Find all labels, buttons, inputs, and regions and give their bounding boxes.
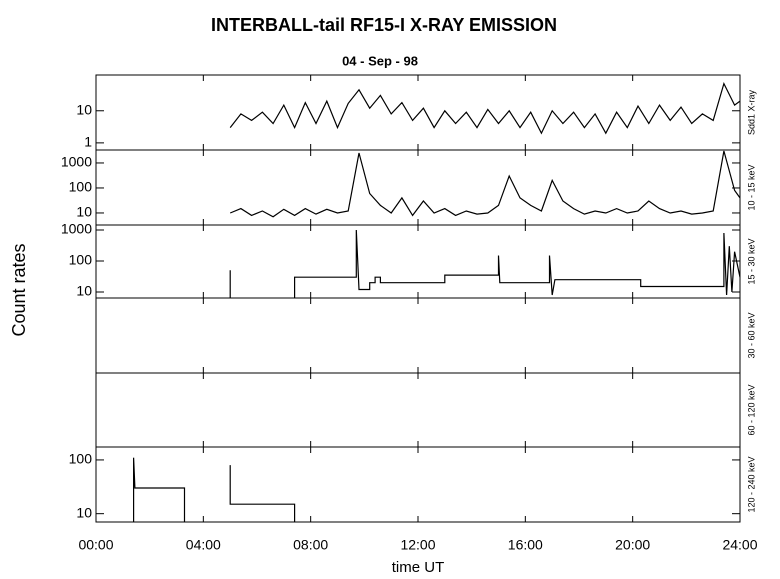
x-axis-label: time UT: [392, 559, 445, 576]
panel-label: 10 - 15 keV: [746, 164, 756, 210]
y-tick-label: 100: [69, 451, 93, 467]
y-tick-label: 10: [76, 101, 92, 117]
y-tick-label: 100: [69, 252, 93, 268]
panel-label: Sdd1 X-ray: [746, 89, 756, 135]
x-tick-label: 24:00: [722, 537, 757, 553]
y-tick-label: 10: [76, 204, 92, 220]
x-tick-label: 04:00: [186, 537, 221, 553]
chart-title: INTERBALL-tail RF15-I X-RAY EMISSION: [211, 15, 557, 35]
y-tick-label: 10: [76, 504, 92, 520]
y-axis-label: Count rates: [9, 243, 29, 336]
y-tick-label: 100: [69, 179, 93, 195]
y-tick-label: 1000: [61, 154, 92, 170]
x-tick-label: 20:00: [615, 537, 650, 553]
data-line: [229, 150, 741, 218]
panel-label: 30 - 60 keV: [746, 312, 756, 358]
y-tick-label: 1000: [61, 221, 92, 237]
panel-label: 15 - 30 keV: [746, 238, 756, 284]
data-line: [229, 81, 741, 135]
chart-subtitle: 04 - Sep - 98: [342, 53, 418, 68]
panel-frame: [95, 297, 741, 374]
x-tick-label: 12:00: [400, 537, 435, 553]
panel-frame: [95, 149, 741, 226]
y-tick-label: 1: [84, 134, 92, 150]
panel-frame: [95, 446, 741, 523]
panel-label: 120 - 240 keV: [746, 456, 756, 512]
panel-frame: [95, 372, 741, 448]
x-tick-label: 08:00: [293, 537, 328, 553]
x-tick-label: 16:00: [508, 537, 543, 553]
panel-frame: [95, 74, 741, 151]
y-tick-label: 10: [76, 283, 92, 299]
data-line: [133, 457, 296, 522]
x-tick-label: 00:00: [78, 537, 113, 553]
panel-label: 60 - 120 keV: [746, 384, 756, 435]
data-line: [229, 229, 741, 298]
